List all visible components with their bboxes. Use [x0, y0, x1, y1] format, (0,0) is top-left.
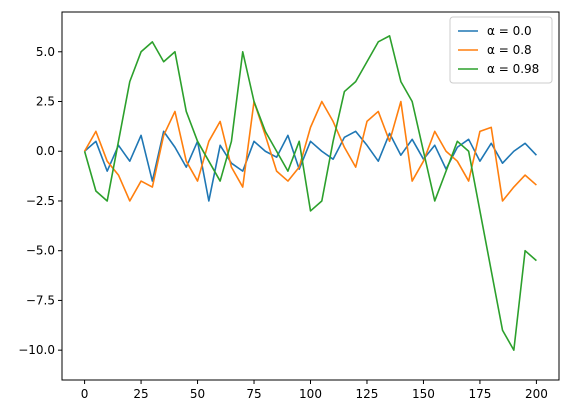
y-axis: 5.0 2.5 0.0 −2.5 −5.0 −7.5 −10.0	[18, 45, 62, 357]
x-tick-label: 175	[468, 387, 491, 401]
x-axis: 0 25 50 75 100 125 150 175 200	[81, 380, 548, 401]
x-tick-label: 0	[81, 387, 89, 401]
y-tick-label: 5.0	[36, 45, 55, 59]
y-tick-label: −7.5	[26, 293, 55, 307]
x-tick-label: 75	[246, 387, 261, 401]
legend-label-series-3: α = 0.98	[487, 62, 539, 76]
y-tick-label: −10.0	[18, 343, 55, 357]
x-tick-label: 50	[190, 387, 205, 401]
series-line-2	[83, 100, 537, 202]
y-tick-label: 2.5	[36, 95, 55, 109]
series-layer	[83, 35, 537, 351]
x-tick-label: 150	[412, 387, 435, 401]
y-tick-label: 0.0	[36, 144, 55, 158]
legend: α = 0.0 α = 0.8 α = 0.98	[449, 16, 553, 84]
legend-label-series-2: α = 0.8	[487, 43, 532, 57]
y-tick-label: −2.5	[26, 194, 55, 208]
legend-label-series-1: α = 0.0	[487, 24, 532, 38]
x-tick-label: 125	[356, 387, 379, 401]
x-tick-label: 25	[133, 387, 148, 401]
legend-box	[449, 16, 553, 84]
x-tick-label: 100	[299, 387, 322, 401]
x-tick-label: 200	[525, 387, 548, 401]
y-tick-label: −5.0	[26, 244, 55, 258]
series-line-3	[83, 35, 537, 351]
